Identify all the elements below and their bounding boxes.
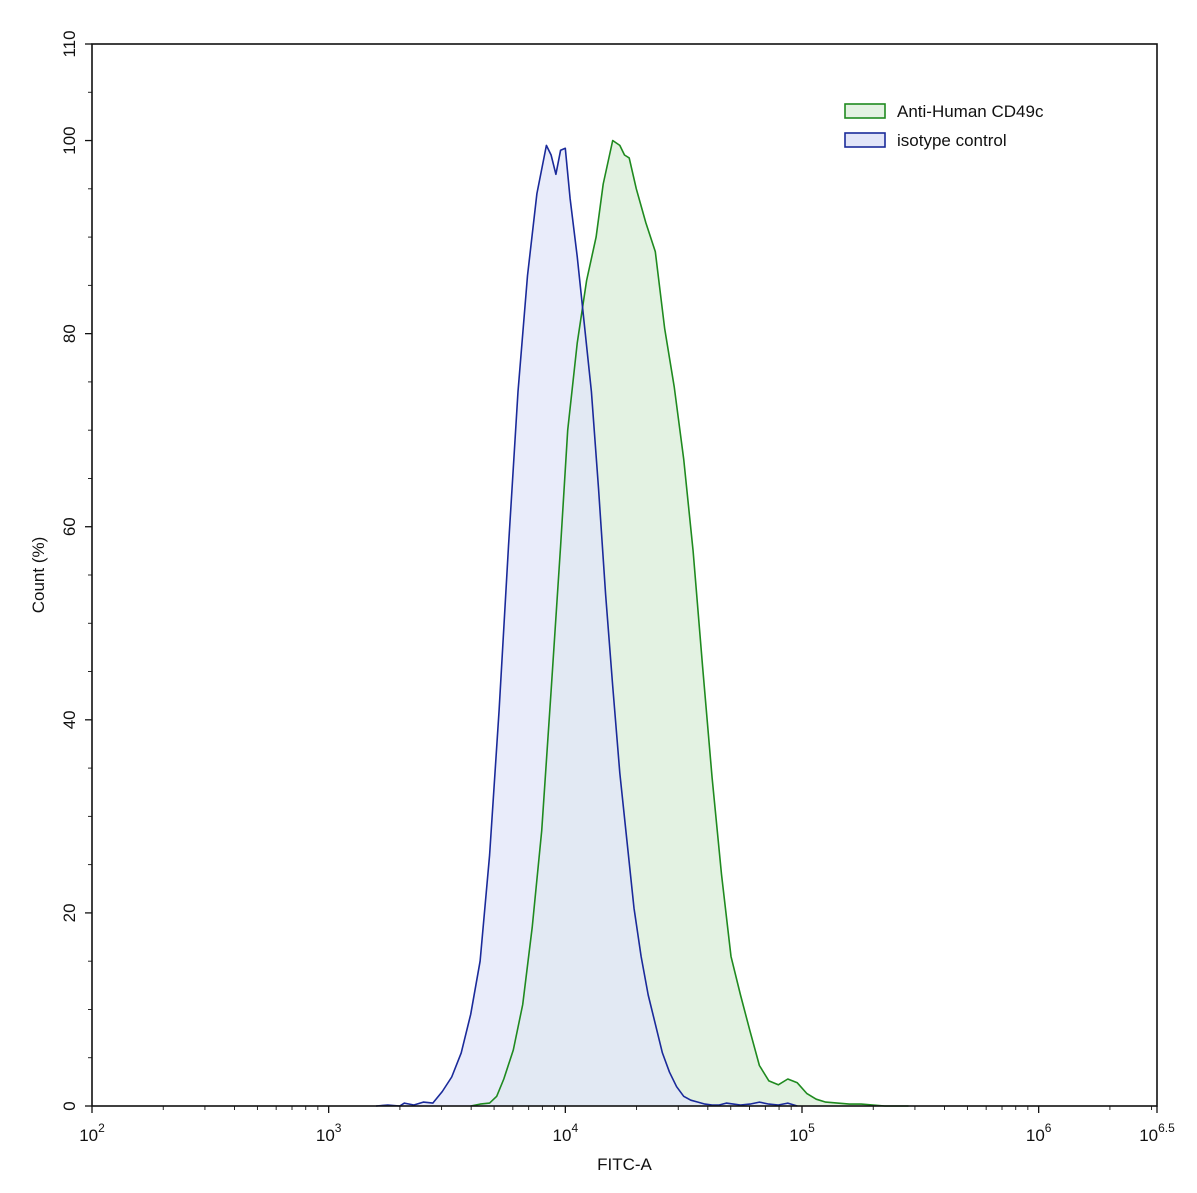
y-tick-label-2: 40	[60, 710, 79, 729]
y-tick-label-3: 60	[60, 517, 79, 536]
legend-label-0: Anti-Human CD49c	[897, 102, 1044, 121]
series-line-1	[375, 144, 798, 1107]
series-lines	[375, 139, 909, 1107]
x-axis-label: FITC-A	[597, 1155, 652, 1174]
x-tick-label-5: 106.5	[1139, 1121, 1175, 1145]
x-tick-label-4: 106	[1026, 1121, 1052, 1145]
y-tick-label-6: 110	[60, 30, 79, 57]
plot-area	[375, 139, 909, 1107]
y-tick-label-1: 20	[60, 903, 79, 922]
series-line-0	[470, 139, 909, 1107]
series-fill-1	[376, 145, 798, 1106]
x-tick-label-3: 105	[789, 1121, 815, 1145]
series-fills	[376, 140, 909, 1106]
legend-swatch-0	[844, 103, 886, 119]
x-tick-label-0: 102	[79, 1121, 105, 1145]
x-tick-label-1: 103	[316, 1121, 342, 1145]
x-axis: 102 103 104 105 106 106.5	[79, 1106, 1175, 1145]
y-axis-label: Count (%)	[29, 537, 48, 614]
x-tick-label-2: 104	[553, 1121, 579, 1145]
y-tick-label-4: 80	[60, 324, 79, 343]
legend-swatch-1	[844, 132, 886, 148]
legend: Anti-Human CD49c isotype control	[844, 102, 1044, 150]
legend-label-1: isotype control	[897, 131, 1007, 150]
y-tick-label-0: 0	[60, 1101, 79, 1110]
y-tick-label-5: 100	[60, 126, 79, 154]
y-axis: 0 20 40 60 80 100 110	[60, 30, 92, 1111]
